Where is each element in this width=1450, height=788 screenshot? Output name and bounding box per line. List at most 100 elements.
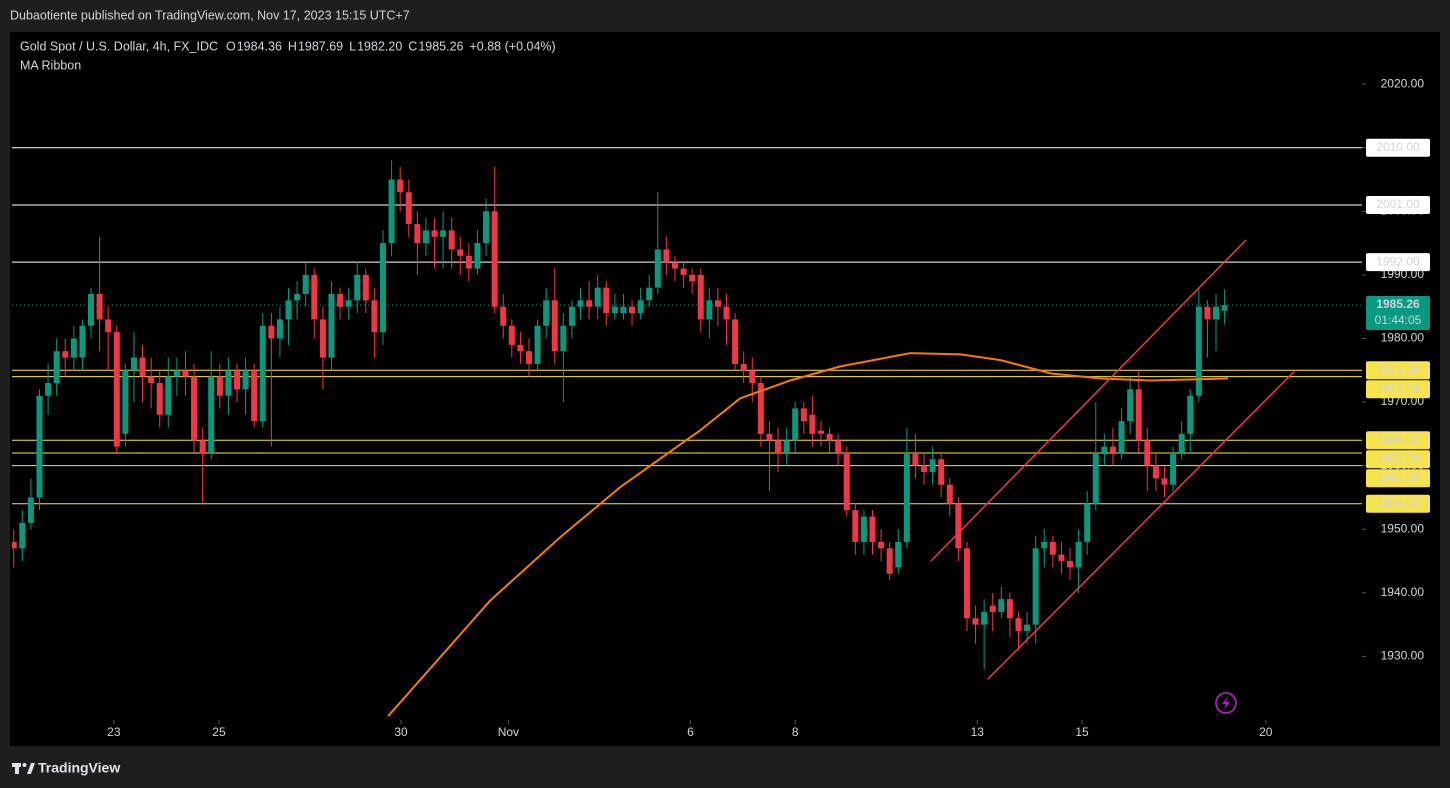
level-label-box <box>1366 361 1430 380</box>
candle-body <box>697 274 704 320</box>
alert-icon <box>1215 692 1237 714</box>
level-label: 1992.00 <box>1376 254 1420 268</box>
candle-body <box>637 300 644 314</box>
candle-body <box>594 287 601 307</box>
candle-body <box>835 440 842 453</box>
y-tick-label: 2020.00 <box>1381 76 1425 90</box>
alert-circle <box>1215 692 1237 714</box>
candle-body <box>1006 599 1013 619</box>
alert-bolt <box>1222 696 1230 710</box>
level-label-box <box>1366 195 1430 214</box>
candle-body <box>611 306 618 314</box>
candle-body <box>998 599 1005 612</box>
trend-line <box>930 239 1247 562</box>
axes: 1930.001940.001950.001960.001970.001980.… <box>107 76 1430 739</box>
candle-body <box>1049 541 1056 555</box>
ohlc-value: 1987.69 <box>298 39 343 53</box>
candle-body <box>268 325 275 339</box>
level-label: 1974.00 <box>1376 381 1420 395</box>
candle-body <box>508 325 515 345</box>
candle-body <box>208 376 215 453</box>
candle-body <box>843 452 850 511</box>
candle-body <box>457 249 464 256</box>
x-tick-label: 15 <box>1075 725 1089 739</box>
candle-body <box>414 224 421 244</box>
ohlc-key: C <box>408 39 417 53</box>
candle-body <box>1041 541 1048 549</box>
x-tick-label: 23 <box>107 725 121 739</box>
candle-body <box>105 319 112 333</box>
candle-body <box>1161 478 1168 485</box>
candle-body <box>1109 446 1116 453</box>
moving-average <box>387 352 1229 717</box>
x-tick-label: 6 <box>687 725 694 739</box>
level-label: 1962.00 <box>1376 451 1420 465</box>
candle-body <box>1135 389 1142 441</box>
candle-body <box>405 192 412 225</box>
change: +0.88 (+0.04%) <box>470 39 556 53</box>
candle-body <box>1075 541 1082 568</box>
candle-body <box>500 306 507 326</box>
candle-body <box>775 440 782 453</box>
candle-body <box>1127 389 1134 422</box>
ohlc-key: L <box>349 39 356 53</box>
candle-body <box>921 465 928 473</box>
candle-body <box>1195 306 1202 396</box>
candle-body <box>1024 624 1031 631</box>
candle-body <box>96 293 103 320</box>
candle-body <box>337 293 344 307</box>
candle-body <box>216 376 223 396</box>
candle-body <box>12 541 17 549</box>
candle-body <box>963 548 970 619</box>
candle-body <box>474 243 481 269</box>
candle-body <box>972 618 979 625</box>
x-tick-label: 13 <box>971 725 985 739</box>
candle-body <box>1101 446 1108 453</box>
level-label-box <box>1366 450 1430 469</box>
candle-body <box>620 306 627 314</box>
candle-body <box>1170 452 1177 485</box>
candle-body <box>465 255 472 269</box>
candle-body <box>981 611 988 625</box>
level-label: 1960.00 <box>1376 470 1420 484</box>
candle-body <box>654 249 661 288</box>
symbol-legend: Gold Spot / U.S. Dollar, 4h, FX_IDC O 1984… <box>20 39 556 72</box>
candle-body <box>182 370 189 377</box>
logo-part <box>27 763 35 774</box>
candle-body <box>809 414 816 434</box>
y-tick-label: 1980.00 <box>1381 331 1425 345</box>
x-tick-label: 30 <box>394 725 408 739</box>
x-tick-label: 8 <box>792 725 799 739</box>
candle-body <box>663 249 670 263</box>
candle-body <box>139 357 146 377</box>
brand-name: TradingView <box>38 760 120 776</box>
candle-body <box>568 306 575 326</box>
candle-body <box>1032 548 1039 625</box>
candle-body <box>603 287 610 314</box>
candle-body <box>113 332 120 447</box>
candle-body <box>422 230 429 244</box>
plot-area <box>12 147 1362 717</box>
x-tick-label: 25 <box>212 725 226 739</box>
candle-body <box>1092 452 1099 504</box>
last-price-label: 1985.26 <box>1376 297 1420 311</box>
candle-body <box>732 319 739 364</box>
candle-body <box>251 370 258 422</box>
candle-body <box>551 300 558 352</box>
candle-body <box>379 243 386 333</box>
candle-body <box>53 351 60 383</box>
candle-body <box>440 230 447 237</box>
level-label: 1954.00 <box>1376 496 1420 510</box>
level-label: 1964.00 <box>1376 432 1420 446</box>
candle-body <box>27 497 34 523</box>
candle-body <box>225 370 232 396</box>
candle-body <box>586 300 593 307</box>
symbol-name: Gold Spot / U.S. Dollar, 4h, FX_IDC <box>20 39 218 53</box>
candle-body <box>989 605 996 612</box>
candle-body <box>79 325 86 358</box>
publisher-line: Dubaotiente published on TradingView.com… <box>10 8 410 22</box>
candle-body <box>259 325 266 422</box>
candle-body <box>886 548 893 574</box>
countdown: 01:44:05 <box>1375 313 1422 327</box>
